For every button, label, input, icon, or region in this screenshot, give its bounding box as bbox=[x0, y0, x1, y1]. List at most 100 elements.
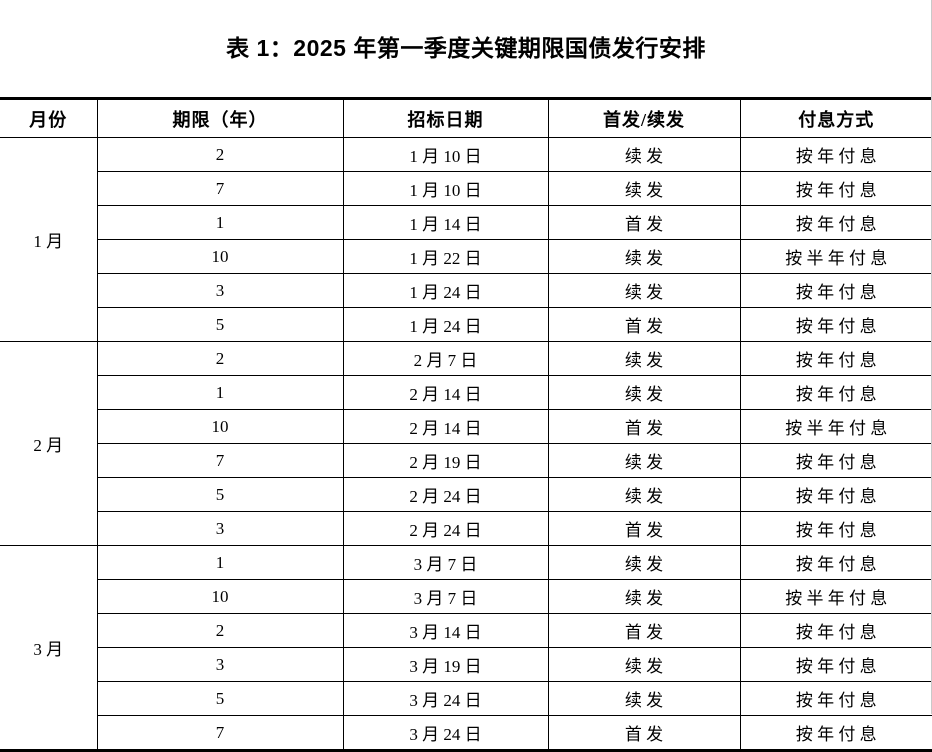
interest-cell: 按 半 年 付 息 bbox=[739, 579, 932, 614]
table-title: 表 1：2025 年第一季度关键期限国债发行安排 bbox=[226, 35, 706, 61]
issue-type-cell: 首 发 bbox=[547, 307, 741, 342]
col-header-term: 期限（年） bbox=[96, 98, 344, 138]
date-cell: 2 月 14 日 bbox=[342, 409, 549, 444]
issue-type-cell: 首 发 bbox=[547, 511, 741, 546]
interest-cell: 按 年 付 息 bbox=[739, 375, 932, 410]
interest-cell: 按 年 付 息 bbox=[739, 715, 932, 751]
col-header-date: 招标日期 bbox=[342, 98, 549, 138]
date-cell: 2 月 7 日 bbox=[342, 341, 549, 376]
table-row: 10 2 月 14 日首 发按 半 年 付 息 bbox=[0, 409, 932, 444]
term-cell: 7 bbox=[96, 171, 344, 206]
term-cell: 3 bbox=[96, 647, 344, 682]
term-cell: 3 bbox=[96, 273, 344, 308]
issue-type-cell: 续 发 bbox=[547, 239, 741, 274]
issue-type-cell: 续 发 bbox=[547, 341, 741, 376]
month-cell: 1 月 bbox=[0, 137, 98, 342]
term-cell: 7 bbox=[96, 715, 344, 751]
date-cell: 1 月 24 日 bbox=[342, 307, 549, 342]
interest-cell: 按 年 付 息 bbox=[739, 171, 932, 206]
term-cell: 5 bbox=[96, 307, 344, 342]
term-cell: 5 bbox=[96, 681, 344, 716]
date-cell: 1 月 10 日 bbox=[342, 137, 549, 172]
interest-cell: 按 年 付 息 bbox=[739, 443, 932, 478]
issue-type-cell: 续 发 bbox=[547, 273, 741, 308]
date-cell: 3 月 24 日 bbox=[342, 715, 549, 751]
term-cell: 10 bbox=[96, 239, 344, 274]
interest-cell: 按 年 付 息 bbox=[739, 545, 932, 580]
issue-type-cell: 首 发 bbox=[547, 715, 741, 751]
date-cell: 1 月 14 日 bbox=[342, 205, 549, 240]
term-cell: 1 bbox=[96, 545, 344, 580]
interest-cell: 按 半 年 付 息 bbox=[739, 239, 932, 274]
term-cell: 3 bbox=[96, 511, 344, 546]
interest-cell: 按 年 付 息 bbox=[739, 273, 932, 308]
issue-type-cell: 首 发 bbox=[547, 205, 741, 240]
issue-type-cell: 续 发 bbox=[547, 579, 741, 614]
col-header-month: 月份 bbox=[0, 98, 98, 138]
interest-cell: 按 年 付 息 bbox=[739, 137, 932, 172]
table-row: 10 3 月 7 日续 发按 半 年 付 息 bbox=[0, 579, 932, 614]
issue-type-cell: 续 发 bbox=[547, 477, 741, 512]
issue-type-cell: 续 发 bbox=[547, 137, 741, 172]
term-cell: 2 bbox=[96, 137, 344, 172]
interest-cell: 按 年 付 息 bbox=[739, 681, 932, 716]
interest-cell: 按 年 付 息 bbox=[739, 477, 932, 512]
term-cell: 1 bbox=[96, 205, 344, 240]
interest-cell: 按 年 付 息 bbox=[739, 205, 932, 240]
interest-cell: 按 年 付 息 bbox=[739, 511, 932, 546]
term-cell: 5 bbox=[96, 477, 344, 512]
interest-cell: 按 年 付 息 bbox=[739, 307, 932, 342]
issue-type-cell: 续 发 bbox=[547, 647, 741, 682]
date-cell: 1 月 22 日 bbox=[342, 239, 549, 274]
date-cell: 3 月 24 日 bbox=[342, 681, 549, 716]
date-cell: 2 月 24 日 bbox=[342, 477, 549, 512]
date-cell: 3 月 14 日 bbox=[342, 613, 549, 648]
header-row: 月份 期限（年） 招标日期 首发/续发 付息方式 bbox=[0, 98, 932, 138]
issue-type-cell: 首 发 bbox=[547, 613, 741, 648]
col-header-issue: 首发/续发 bbox=[547, 98, 741, 138]
issue-type-cell: 续 发 bbox=[547, 375, 741, 410]
term-cell: 1 bbox=[96, 375, 344, 410]
term-cell: 10 bbox=[96, 579, 344, 614]
term-cell: 10 bbox=[96, 409, 344, 444]
term-cell: 2 bbox=[96, 613, 344, 648]
issue-type-cell: 首 发 bbox=[547, 409, 741, 444]
issue-type-cell: 续 发 bbox=[547, 681, 741, 716]
issue-type-cell: 续 发 bbox=[547, 545, 741, 580]
date-cell: 3 月 19 日 bbox=[342, 647, 549, 682]
interest-cell: 按 年 付 息 bbox=[739, 341, 932, 376]
term-cell: 2 bbox=[96, 341, 344, 376]
month-cell: 2 月 bbox=[0, 341, 98, 546]
month-cell: 3 月 bbox=[0, 545, 98, 751]
date-cell: 1 月 10 日 bbox=[342, 171, 549, 206]
date-cell: 2 月 24 日 bbox=[342, 511, 549, 546]
term-cell: 7 bbox=[96, 443, 344, 478]
issue-type-cell: 续 发 bbox=[547, 443, 741, 478]
issue-type-cell: 续 发 bbox=[547, 171, 741, 206]
interest-cell: 按 年 付 息 bbox=[739, 647, 932, 682]
table-row: 10 1 月 22 日续 发按 半 年 付 息 bbox=[0, 239, 932, 274]
date-cell: 2 月 14 日 bbox=[342, 375, 549, 410]
col-header-interest: 付息方式 bbox=[739, 98, 932, 138]
interest-cell: 按 半 年 付 息 bbox=[739, 409, 932, 444]
date-cell: 2 月 19 日 bbox=[342, 443, 549, 478]
date-cell: 3 月 7 日 bbox=[342, 545, 549, 580]
